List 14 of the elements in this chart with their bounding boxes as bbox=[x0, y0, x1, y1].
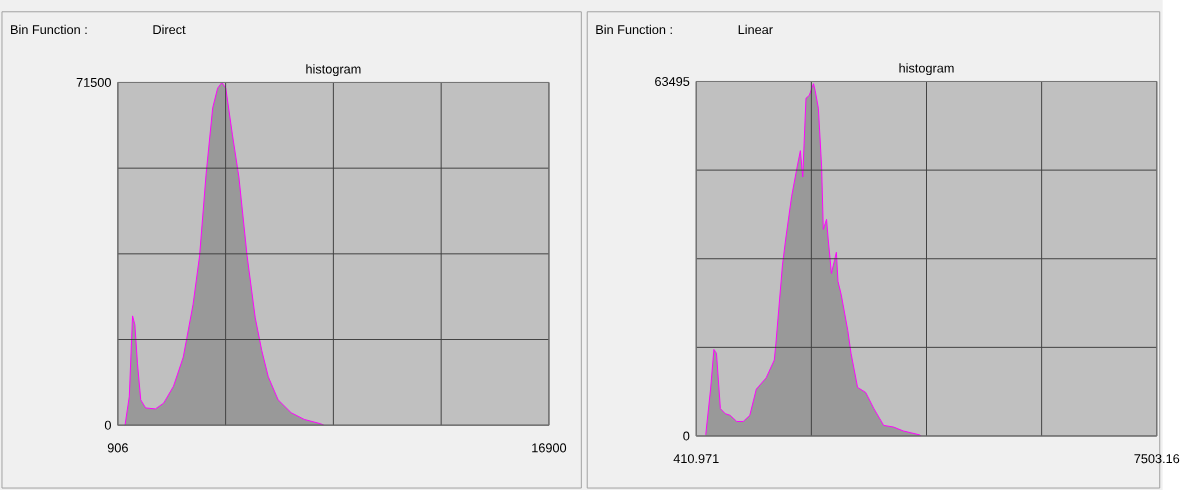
x-tick-label: 7503.16 bbox=[1134, 454, 1180, 464]
text: Bin Function : bbox=[596, 24, 672, 35]
y-tick-label: 63495 bbox=[655, 76, 690, 86]
chart-title: histogram bbox=[899, 63, 954, 76]
y-tick-label: 0 bbox=[683, 431, 690, 441]
y-tick-label: 0 bbox=[104, 420, 111, 430]
text: Bin Function : bbox=[11, 24, 87, 35]
x-tick-label: 410.971 bbox=[673, 454, 719, 464]
x-tick-label: 16900 bbox=[532, 443, 567, 453]
y-tick-label: 71500 bbox=[76, 77, 111, 87]
text: Direct bbox=[153, 24, 186, 35]
x-tick-label: 906 bbox=[107, 443, 128, 453]
text: Linear bbox=[738, 24, 773, 35]
chart-title: histogram bbox=[306, 64, 361, 77]
